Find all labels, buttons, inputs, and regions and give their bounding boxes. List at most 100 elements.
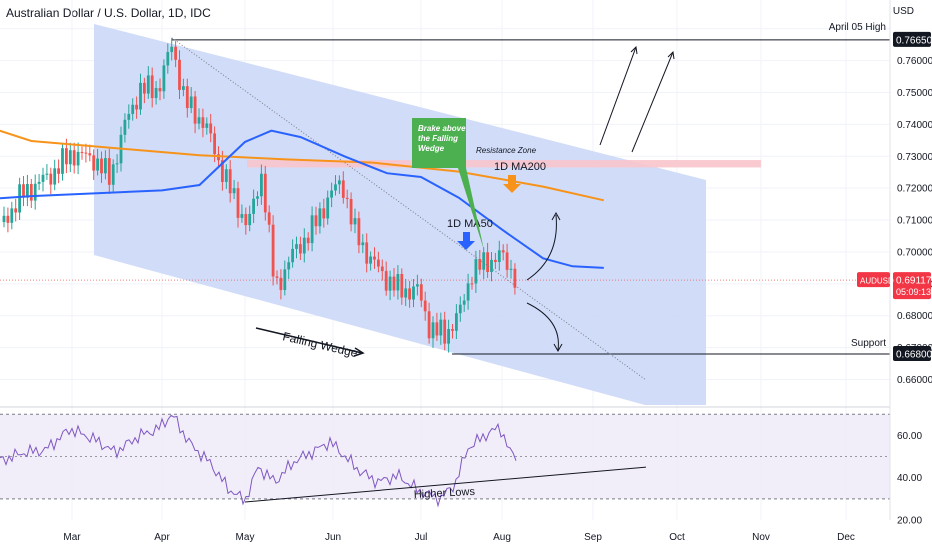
month-tick-label: Jun — [325, 532, 341, 543]
candle-body — [10, 208, 14, 223]
candle-body — [45, 173, 49, 175]
candle-body — [423, 300, 427, 312]
ma50-label: 1D MA50 — [447, 218, 493, 230]
candle-body — [412, 286, 415, 300]
bearish-curve-arrow — [526, 302, 559, 351]
candle-body — [154, 88, 158, 99]
last-price-badge-bg — [893, 272, 931, 300]
candle-body — [135, 104, 138, 110]
month-tick-label: Apr — [154, 532, 170, 543]
candle-body — [174, 46, 177, 60]
candle-body — [431, 322, 435, 339]
candle-body — [84, 152, 88, 154]
candle-body — [18, 184, 21, 213]
candle-body — [6, 215, 10, 223]
candle-body — [57, 168, 60, 174]
candle-body — [68, 150, 72, 165]
support-level-badge-bg — [893, 345, 931, 361]
candle-body — [96, 158, 99, 171]
candle-body — [213, 133, 216, 155]
candle-body — [501, 250, 505, 253]
price-tick-label: 0.75000 — [897, 88, 932, 99]
month-tick-label: Oct — [669, 532, 685, 543]
candle-body — [419, 284, 423, 301]
ma50-line — [0, 129, 604, 269]
candle-body — [65, 148, 68, 165]
candle-body — [256, 196, 259, 199]
month-tick-label: Jul — [415, 532, 428, 543]
candle-body — [80, 151, 84, 153]
candle-body — [330, 190, 333, 198]
candle-body — [486, 252, 489, 273]
candle-body — [104, 158, 107, 174]
price-tick-label: 0.66000 — [897, 375, 932, 386]
month-tick-label: May — [236, 532, 255, 543]
bullish-curve-arrow — [526, 214, 557, 281]
candle-body — [349, 198, 353, 225]
high-level-badge: 0.76650 — [896, 35, 932, 46]
candle-body — [361, 242, 365, 246]
candle-body — [37, 181, 41, 184]
bullish-curve-arrow-head — [551, 211, 561, 221]
candle-body — [392, 276, 396, 291]
candle-body — [189, 96, 193, 109]
april-high-label: April 05 High — [829, 22, 886, 33]
candle-body — [29, 184, 33, 201]
projection-arrow-2 — [631, 51, 674, 153]
candle-body — [384, 271, 388, 291]
candle-body — [462, 300, 466, 305]
candle-body — [111, 164, 115, 185]
candle-body — [275, 276, 279, 278]
candle-body — [353, 218, 357, 225]
chart-title: Australian Dollar / U.S. Dollar, 1D, IDC — [6, 6, 211, 20]
price-tick-label: 0.71000 — [897, 216, 932, 227]
candle-body — [100, 158, 103, 174]
ma200-arrow — [503, 175, 521, 193]
candle-body — [107, 158, 111, 185]
candle-body — [416, 284, 419, 287]
month-tick-label: Dec — [837, 532, 855, 543]
rsi-line — [0, 414, 517, 508]
candle-body — [221, 160, 224, 182]
candle-body — [466, 283, 470, 301]
candle-body — [271, 224, 275, 277]
candle-body — [427, 311, 431, 339]
candle-body — [236, 188, 240, 218]
candle-body — [166, 52, 170, 66]
candle-body — [396, 274, 400, 291]
candle-body — [49, 173, 53, 185]
candle-body — [299, 244, 302, 254]
candle-body — [291, 248, 294, 263]
candle-body — [33, 183, 37, 201]
price-tick-label: 0.68000 — [897, 311, 932, 322]
month-tick-label: Sep — [584, 532, 602, 543]
candle-body — [443, 319, 447, 344]
candle-body — [76, 151, 80, 166]
candle-body — [478, 259, 482, 270]
candle-body — [115, 163, 119, 165]
projection-arrow-1 — [599, 46, 637, 146]
candle-body — [377, 259, 380, 267]
candle-body — [131, 104, 135, 114]
candle-body — [318, 208, 322, 227]
candle-body — [310, 215, 314, 244]
candle-body — [474, 259, 478, 284]
candle-body — [146, 75, 150, 94]
callout-text-line: Wedge — [418, 144, 445, 153]
resistance-zone-label: Resistance Zone — [476, 146, 537, 155]
candle-body — [139, 82, 142, 110]
candle-body — [197, 117, 201, 124]
candle-body — [22, 184, 25, 198]
rsi-tick-label: 40.00 — [897, 473, 922, 484]
candle-body — [260, 173, 263, 197]
falling-wedge-label: Falling Wedge — [281, 329, 359, 360]
price-tick-label: 0.70000 — [897, 247, 932, 258]
candle-body — [228, 169, 232, 194]
candle-body — [127, 113, 131, 120]
price-tick-label: 0.74000 — [897, 120, 932, 131]
candle-body — [302, 237, 306, 254]
candle-body — [201, 117, 205, 128]
candle-body — [240, 214, 244, 218]
candle-body — [306, 237, 310, 244]
